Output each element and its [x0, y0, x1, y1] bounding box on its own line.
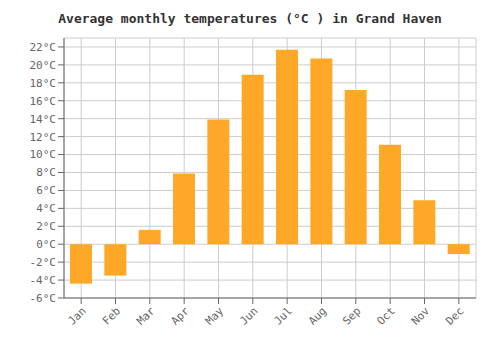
svg-text:Dec: Dec — [443, 304, 466, 327]
svg-text:2°C: 2°C — [36, 220, 56, 233]
svg-text:Sep: Sep — [340, 304, 363, 327]
svg-text:-4°C: -4°C — [30, 274, 57, 287]
svg-text:Jul: Jul — [272, 304, 295, 327]
svg-text:6°C: 6°C — [36, 184, 56, 197]
svg-text:16°C: 16°C — [30, 95, 57, 108]
svg-text:Aug: Aug — [306, 304, 329, 327]
svg-text:12°C: 12°C — [30, 131, 57, 144]
svg-text:Mar: Mar — [134, 304, 158, 328]
svg-text:18°C: 18°C — [30, 77, 57, 90]
svg-text:Feb: Feb — [100, 304, 123, 327]
svg-text:-2°C: -2°C — [30, 256, 57, 269]
svg-text:22°C: 22°C — [30, 41, 57, 54]
html-text:Average monthly temperatures (: Average monthly temperatures (°C ) in Gr… — [58, 11, 442, 26]
svg-text:4°C: 4°C — [36, 202, 56, 215]
svg-text:8°C: 8°C — [36, 166, 56, 179]
svg-text:-6°C: -6°C — [30, 292, 57, 305]
svg-text:20°C: 20°C — [30, 59, 57, 72]
svg-text:14°C: 14°C — [30, 113, 57, 126]
svg-text:Nov: Nov — [409, 304, 433, 328]
svg-text:Jan: Jan — [66, 304, 89, 327]
svg-text:Oct: Oct — [375, 304, 398, 327]
svg-text:Apr: Apr — [169, 304, 193, 328]
svg-text:10°C: 10°C — [30, 148, 57, 161]
svg-text:Jun: Jun — [237, 304, 260, 327]
svg-text:0°C: 0°C — [36, 238, 56, 251]
svg-text:May: May — [203, 304, 227, 328]
